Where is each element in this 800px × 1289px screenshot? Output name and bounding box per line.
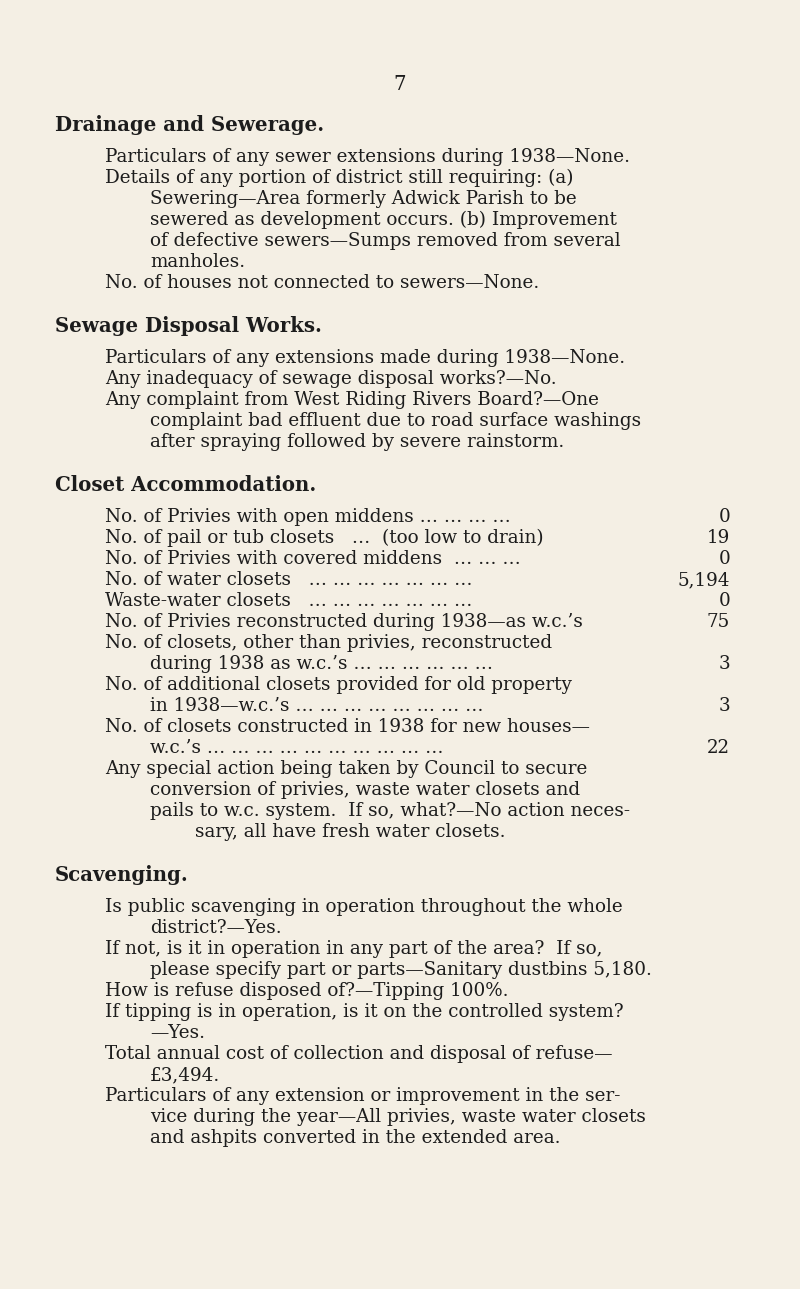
Text: w.c.’s … … … … … … … … … …: w.c.’s … … … … … … … … … …	[150, 739, 443, 757]
Text: 3: 3	[718, 655, 730, 673]
Text: —Yes.: —Yes.	[150, 1023, 205, 1042]
Text: Any special action being taken by Council to secure: Any special action being taken by Counci…	[105, 761, 587, 779]
Text: conversion of privies, waste water closets and: conversion of privies, waste water close…	[150, 781, 580, 799]
Text: Any complaint from West Riding Rivers Board?—One: Any complaint from West Riding Rivers Bo…	[105, 391, 599, 409]
Text: Details of any portion of district still requiring: (a): Details of any portion of district still…	[105, 169, 574, 187]
Text: No. of closets, other than privies, reconstructed: No. of closets, other than privies, reco…	[105, 634, 552, 652]
Text: complaint bad effluent due to road surface washings: complaint bad effluent due to road surfa…	[150, 412, 641, 431]
Text: Waste-water closets   … … … … … … …: Waste-water closets … … … … … … …	[105, 592, 472, 610]
Text: and ashpits converted in the extended area.: and ashpits converted in the extended ar…	[150, 1129, 561, 1147]
Text: Drainage and Sewerage.: Drainage and Sewerage.	[55, 115, 324, 135]
Text: Sewering—Area formerly Adwick Parish to be: Sewering—Area formerly Adwick Parish to …	[150, 189, 577, 208]
Text: pails to w.c. system.  If so, what?—No action neces-: pails to w.c. system. If so, what?—No ac…	[150, 802, 630, 820]
Text: 0: 0	[718, 550, 730, 568]
Text: sewered as development occurs. (b) Improvement: sewered as development occurs. (b) Impro…	[150, 211, 617, 229]
Text: sary, all have fresh water closets.: sary, all have fresh water closets.	[195, 822, 506, 840]
Text: 0: 0	[718, 508, 730, 526]
Text: during 1938 as w.c.’s … … … … … …: during 1938 as w.c.’s … … … … … …	[150, 655, 493, 673]
Text: Particulars of any extension or improvement in the ser-: Particulars of any extension or improvem…	[105, 1087, 620, 1105]
Text: How is refuse disposed of?—Tipping 100%.: How is refuse disposed of?—Tipping 100%.	[105, 982, 509, 1000]
Text: £3,494.: £3,494.	[150, 1066, 220, 1084]
Text: If not, is it in operation in any part of the area?  If so,: If not, is it in operation in any part o…	[105, 940, 602, 958]
Text: Any inadequacy of sewage disposal works?—No.: Any inadequacy of sewage disposal works?…	[105, 370, 557, 388]
Text: No. of pail or tub closets   …  (too low to drain): No. of pail or tub closets … (too low to…	[105, 528, 544, 548]
Text: No. of Privies with covered middens  … … …: No. of Privies with covered middens … … …	[105, 550, 521, 568]
Text: Total annual cost of collection and disposal of refuse—: Total annual cost of collection and disp…	[105, 1045, 613, 1063]
Text: 22: 22	[707, 739, 730, 757]
Text: please specify part or parts—Sanitary dustbins 5,180.: please specify part or parts—Sanitary du…	[150, 962, 652, 980]
Text: If tipping is in operation, is it on the controlled system?: If tipping is in operation, is it on the…	[105, 1003, 624, 1021]
Text: 7: 7	[394, 75, 406, 94]
Text: after spraying followed by severe rainstorm.: after spraying followed by severe rainst…	[150, 433, 564, 451]
Text: No. of houses not connected to sewers—None.: No. of houses not connected to sewers—No…	[105, 275, 539, 293]
Text: No. of Privies with open middens … … … …: No. of Privies with open middens … … … …	[105, 508, 510, 526]
Text: No. of closets constructed in 1938 for new houses—: No. of closets constructed in 1938 for n…	[105, 718, 590, 736]
Text: Sewage Disposal Works.: Sewage Disposal Works.	[55, 316, 322, 336]
Text: 5,194: 5,194	[678, 571, 730, 589]
Text: 19: 19	[706, 528, 730, 547]
Text: No. of additional closets provided for old property: No. of additional closets provided for o…	[105, 675, 572, 693]
Text: 3: 3	[718, 697, 730, 715]
Text: manholes.: manholes.	[150, 253, 245, 271]
Text: Is public scavenging in operation throughout the whole: Is public scavenging in operation throug…	[105, 898, 622, 916]
Text: district?—Yes.: district?—Yes.	[150, 919, 282, 937]
Text: 0: 0	[718, 592, 730, 610]
Text: Particulars of any extensions made during 1938—None.: Particulars of any extensions made durin…	[105, 349, 625, 367]
Text: 75: 75	[706, 614, 730, 632]
Text: Particulars of any sewer extensions during 1938—None.: Particulars of any sewer extensions duri…	[105, 148, 630, 166]
Text: No. of water closets   … … … … … … …: No. of water closets … … … … … … …	[105, 571, 473, 589]
Text: No. of Privies reconstructed during 1938—as w.c.’s: No. of Privies reconstructed during 1938…	[105, 614, 583, 632]
Text: of defective sewers—Sumps removed from several: of defective sewers—Sumps removed from s…	[150, 232, 621, 250]
Text: in 1938—w.c.’s … … … … … … … …: in 1938—w.c.’s … … … … … … … …	[150, 697, 483, 715]
Text: vice during the year—All privies, waste water closets: vice during the year—All privies, waste …	[150, 1109, 646, 1127]
Text: Closet Accommodation.: Closet Accommodation.	[55, 476, 316, 495]
Text: Scavenging.: Scavenging.	[55, 865, 189, 886]
